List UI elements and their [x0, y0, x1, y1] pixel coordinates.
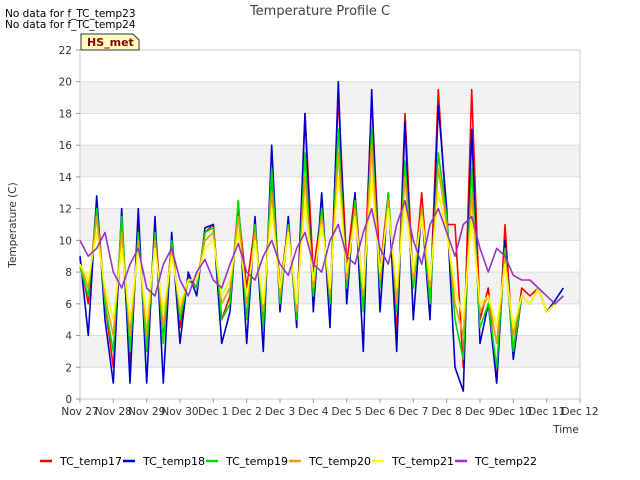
series-line-TC_temp21 [79, 176, 564, 329]
y-tick-label: 2 [65, 362, 72, 374]
legend-item-TC_temp19: TC_temp19 [206, 455, 288, 468]
y-tick-label: 18 [59, 108, 72, 120]
legend-label: TC_temp20 [308, 455, 371, 468]
chart-title: Temperature Profile C [249, 4, 390, 19]
series-line-TC_temp18 [79, 80, 564, 392]
x-tick-label: Dec 7 [398, 406, 428, 418]
legend-label: TC_temp18 [142, 455, 205, 468]
badge-box [80, 33, 140, 51]
x-tick-label: Dec 3 [265, 406, 295, 418]
y-tick-label: 16 [59, 140, 73, 152]
x-tick-label: Dec 2 [231, 406, 261, 418]
plot-area [79, 49, 581, 400]
legend-item-TC_temp21: TC_temp21 [372, 455, 454, 468]
y-tick-label: 22 [59, 45, 72, 57]
legend-item-TC_temp17: TC_temp17 [40, 455, 122, 468]
legend-item-TC_temp20: TC_temp20 [289, 455, 371, 468]
x-tick-label: Nov 28 [95, 406, 132, 418]
legend-label: TC_temp19 [225, 455, 288, 468]
y-tick-label: 12 [59, 204, 72, 216]
legend-item-TC_temp18: TC_temp18 [123, 455, 205, 468]
y-tick-label: 10 [59, 235, 72, 247]
y-tick-label: 14 [59, 172, 73, 184]
series-line-TC_temp20 [79, 144, 564, 345]
band-2 [80, 335, 580, 368]
x-axis-label: Time [552, 424, 579, 436]
plot-background-bands [80, 81, 580, 368]
x-tick-label: Dec 4 [298, 406, 329, 418]
legend-label: TC_temp22 [474, 455, 537, 468]
band-14 [80, 145, 580, 177]
band-18 [80, 81, 580, 114]
x-tick-label: Dec 11 [528, 406, 565, 418]
series-layer [79, 80, 564, 392]
x-tick-label: Dec 5 [331, 406, 361, 418]
legend-label: TC_temp17 [59, 455, 122, 468]
y-tick-label: 0 [65, 394, 72, 406]
y-tick-label: 6 [65, 299, 72, 311]
legend-item-TC_temp22: TC_temp22 [455, 455, 537, 468]
x-tick-label: Dec 12 [561, 406, 598, 418]
no-data-note-1: No data for f_TC_temp23 [5, 8, 136, 20]
x-tick-label: Dec 6 [365, 406, 396, 418]
x-tick-label: Dec 1 [198, 406, 228, 418]
x-tick-label: Nov 27 [61, 406, 98, 418]
series-line-TC_temp22 [79, 199, 564, 305]
y-tick-label: 4 [65, 331, 72, 343]
x-tick-label: Nov 30 [161, 406, 198, 418]
legend-label: TC_temp21 [391, 455, 454, 468]
no-data-note-2: No data for f_TC_temp24 [5, 19, 136, 31]
legend: TC_temp17 TC_temp18 TC_temp19 TC_temp20 TC_t… [40, 455, 537, 468]
y-axis-ticks: 0 2 4 6 8 10 12 14 16 18 20 22 [59, 45, 80, 406]
x-tick-label: Dec 8 [431, 406, 461, 418]
y-tick-label: 8 [65, 267, 72, 279]
hs-met-badge: HS_met [80, 33, 140, 51]
badge-label: HS_met [87, 36, 134, 49]
y-tick-label: 20 [59, 77, 72, 89]
x-tick-label: Nov 29 [128, 406, 165, 418]
y-axis-label: Temperature (C) [7, 182, 19, 268]
band-10 [80, 208, 580, 241]
x-tick-label: Dec 9 [465, 406, 495, 418]
x-tick-label: Dec 10 [495, 406, 532, 418]
